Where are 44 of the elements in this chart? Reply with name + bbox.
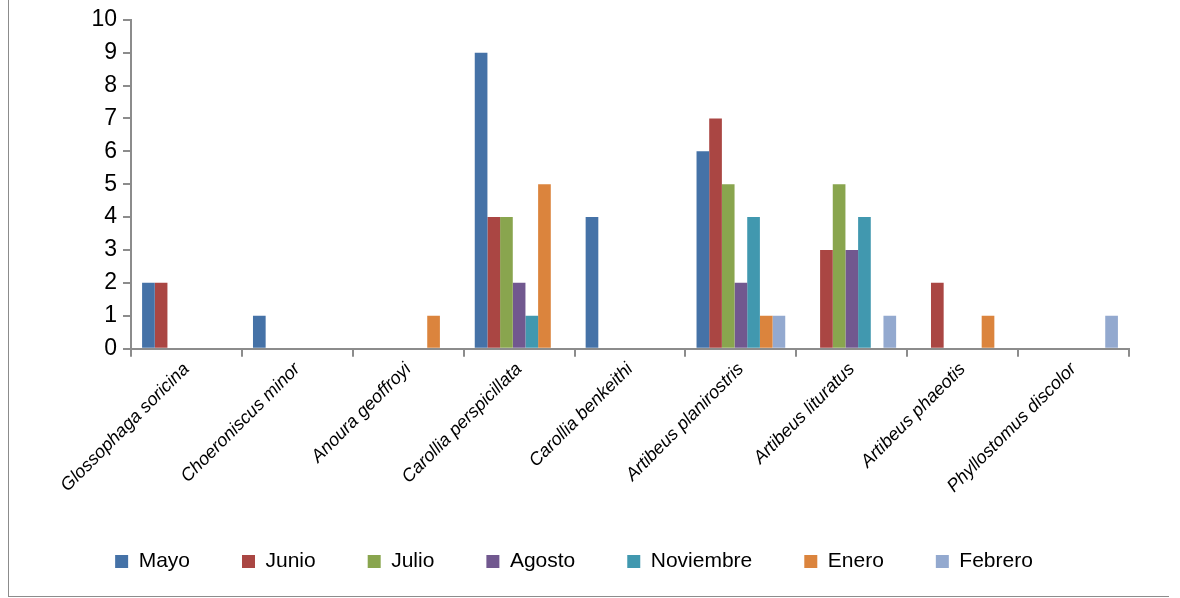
bar: [154, 282, 168, 348]
legend-label: Junio: [265, 548, 316, 572]
y-tick-label: 7: [104, 103, 117, 130]
bar: [734, 282, 748, 348]
y-tick-label: 9: [104, 38, 117, 65]
bar: [772, 315, 786, 348]
bar: [883, 315, 897, 348]
y-tick-label: 0: [104, 333, 117, 360]
bar: [747, 217, 760, 348]
y-tick-label: 2: [104, 268, 117, 295]
y-tick-label: 6: [104, 136, 117, 163]
y-tick-label: 10: [91, 5, 117, 32]
bar: [474, 52, 488, 348]
y-tick-label: 4: [104, 202, 118, 229]
bar: [252, 315, 266, 348]
bar: [981, 315, 995, 348]
bar: [142, 282, 155, 348]
bar: [696, 151, 710, 348]
legend-label: Julio: [391, 548, 435, 572]
bar: [512, 282, 526, 348]
bar: [585, 217, 599, 348]
y-tick-label: 5: [104, 169, 117, 196]
legend-label: Mayo: [138, 548, 190, 572]
bar: [759, 315, 773, 348]
legend-label: Agosto: [509, 548, 576, 572]
bar: [709, 118, 722, 348]
bar: [858, 217, 871, 348]
bar: [820, 249, 833, 348]
bar: [538, 184, 551, 348]
y-tick-label: 1: [104, 301, 117, 328]
bar: [1105, 315, 1118, 348]
y-tick-label: 3: [104, 235, 117, 262]
bar: [487, 217, 501, 348]
bar: [427, 315, 440, 348]
legend-label: Noviembre: [650, 548, 753, 572]
bar: [832, 184, 846, 348]
y-tick-label: 8: [104, 70, 117, 97]
bar: [845, 249, 859, 348]
bar: [930, 282, 944, 348]
legend-label: Enero: [827, 548, 884, 572]
bar: [525, 315, 539, 348]
legend-label: Febrero: [959, 548, 1033, 572]
bar: [721, 184, 735, 348]
bar: [500, 217, 513, 348]
